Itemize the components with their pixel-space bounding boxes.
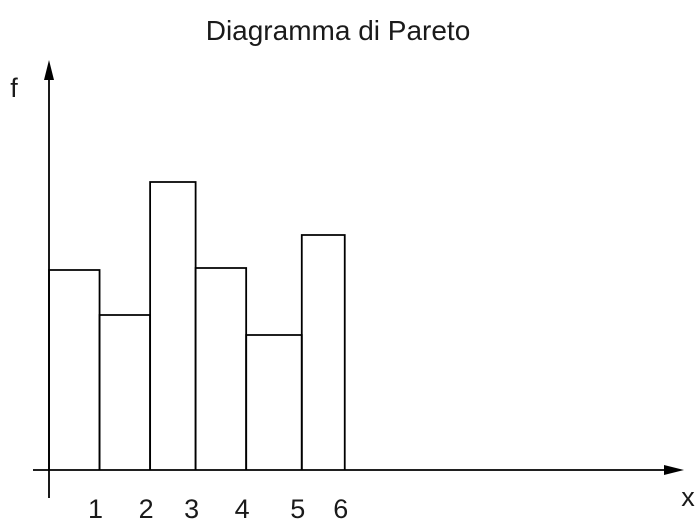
bar-6 [300,234,346,470]
axes [33,60,684,498]
x-tick-label-4: 4 [235,494,250,521]
x-axis-arrow-icon [664,465,684,475]
x-tick-label-3: 3 [184,494,199,521]
x-axis-label: x [681,482,695,512]
x-tick-label-6: 6 [333,494,348,521]
bar-1 [48,269,101,470]
bars [48,181,346,470]
y-axis-label: f [10,73,18,103]
x-tick-label-5: 5 [290,494,305,521]
bar-5 [245,334,303,470]
x-tick-label-1: 1 [88,494,103,521]
x-tick-labels: 1 2 3 4 5 6 [88,494,348,521]
bar-2 [98,314,152,470]
bar-4 [194,267,248,470]
bar-3 [149,181,197,470]
chart-title: Diagramma di Pareto [206,15,471,46]
x-tick-label-2: 2 [139,494,154,521]
y-axis-arrow-icon [44,60,54,80]
